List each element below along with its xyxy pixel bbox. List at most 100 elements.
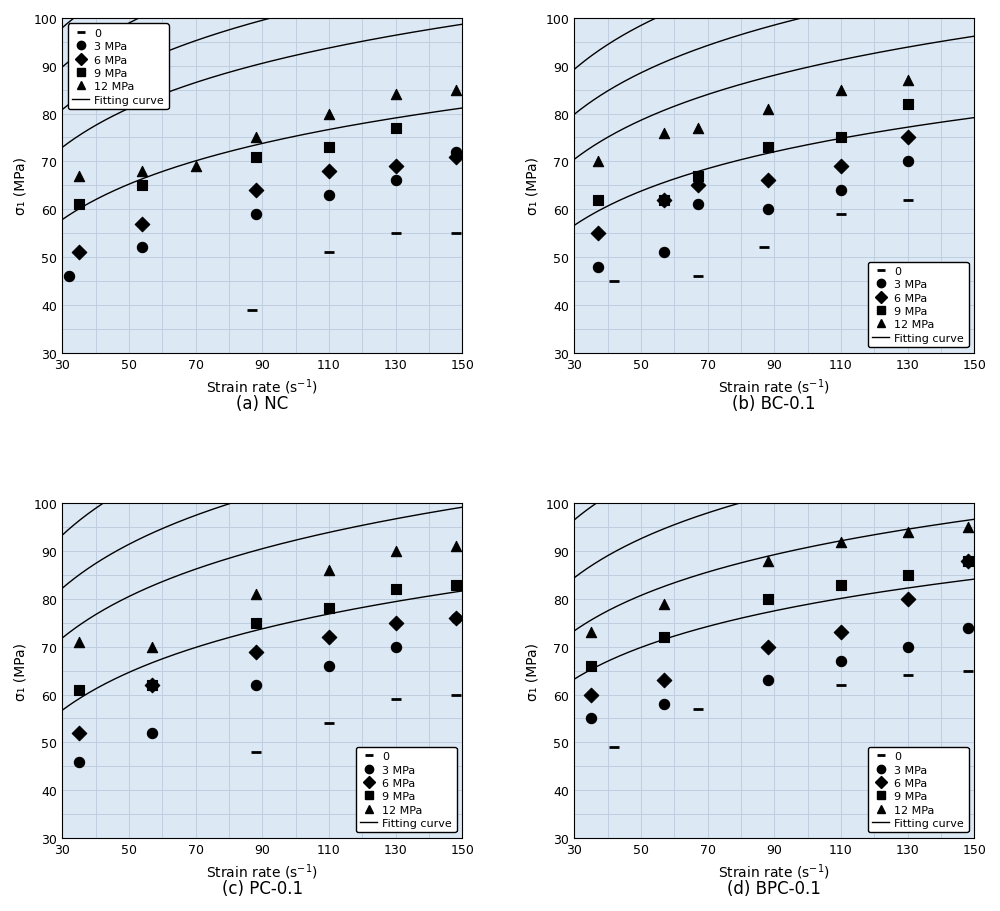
Text: (c) PC-0.1: (c) PC-0.1 <box>222 879 303 897</box>
Point <box>833 654 849 669</box>
Point <box>656 246 672 261</box>
Point <box>900 74 916 88</box>
Point <box>448 611 464 626</box>
Point <box>134 179 150 193</box>
Point <box>244 303 260 318</box>
Point <box>656 630 672 645</box>
Point <box>248 208 264 222</box>
Point <box>448 150 464 165</box>
Point <box>388 692 404 707</box>
Point <box>321 189 337 203</box>
Y-axis label: σ₁ (MPa): σ₁ (MPa) <box>526 157 540 215</box>
Point <box>900 568 916 583</box>
Point <box>900 193 916 208</box>
Point <box>760 592 776 607</box>
Point <box>321 165 337 179</box>
Point <box>388 121 404 136</box>
Point <box>248 131 264 146</box>
Point <box>960 663 976 678</box>
Point <box>656 673 672 688</box>
Legend: 0, 3 MPa, 6 MPa, 9 MPa, 12 MPa, Fitting curve: 0, 3 MPa, 6 MPa, 9 MPa, 12 MPa, Fitting … <box>68 25 169 110</box>
Point <box>690 701 706 716</box>
Point <box>833 131 849 146</box>
Point <box>448 227 464 241</box>
Point <box>900 669 916 683</box>
Point <box>134 217 150 231</box>
Point <box>188 159 204 174</box>
Point <box>321 716 337 731</box>
Point <box>248 183 264 198</box>
Point <box>144 678 160 692</box>
Point <box>144 726 160 741</box>
Point <box>321 630 337 645</box>
Point <box>833 626 849 640</box>
Point <box>900 525 916 539</box>
Point <box>900 131 916 146</box>
Point <box>833 678 849 692</box>
Point <box>71 169 87 184</box>
Point <box>71 635 87 650</box>
Point <box>388 582 404 597</box>
Point <box>144 640 160 654</box>
Point <box>656 193 672 208</box>
Point <box>248 678 264 692</box>
Point <box>248 588 264 602</box>
Point <box>448 578 464 592</box>
Point <box>583 711 599 726</box>
Point <box>690 121 706 136</box>
Point <box>134 165 150 179</box>
Point <box>690 270 706 284</box>
Point <box>248 150 264 165</box>
Point <box>833 183 849 198</box>
Point <box>321 659 337 673</box>
Point <box>388 544 404 558</box>
Point <box>960 620 976 635</box>
Point <box>388 227 404 241</box>
Point <box>448 539 464 554</box>
Point <box>144 678 160 692</box>
X-axis label: Strain rate (s$^{-1}$): Strain rate (s$^{-1}$) <box>718 862 830 881</box>
Point <box>134 241 150 255</box>
Point <box>321 601 337 616</box>
Point <box>690 169 706 184</box>
Point <box>656 193 672 208</box>
Point <box>590 155 606 169</box>
Point <box>760 673 776 688</box>
X-axis label: Strain rate (s$^{-1}$): Strain rate (s$^{-1}$) <box>206 862 318 881</box>
Point <box>583 659 599 673</box>
Point <box>590 260 606 274</box>
X-axis label: Strain rate (s$^{-1}$): Strain rate (s$^{-1}$) <box>206 376 318 396</box>
Point <box>71 246 87 261</box>
Point <box>960 554 976 568</box>
Point <box>248 644 264 659</box>
Point <box>760 174 776 189</box>
Point <box>321 563 337 578</box>
Point <box>71 754 87 769</box>
Point <box>448 688 464 702</box>
Point <box>760 554 776 568</box>
Point <box>656 697 672 711</box>
Legend: 0, 3 MPa, 6 MPa, 9 MPa, 12 MPa, Fitting curve: 0, 3 MPa, 6 MPa, 9 MPa, 12 MPa, Fitting … <box>356 747 457 833</box>
Point <box>388 88 404 103</box>
Y-axis label: σ₁ (MPa): σ₁ (MPa) <box>14 642 28 700</box>
Y-axis label: σ₁ (MPa): σ₁ (MPa) <box>526 642 540 700</box>
Point <box>71 198 87 212</box>
Point <box>606 274 622 289</box>
Point <box>388 616 404 630</box>
Point <box>756 241 772 255</box>
Legend: 0, 3 MPa, 6 MPa, 9 MPa, 12 MPa, Fitting curve: 0, 3 MPa, 6 MPa, 9 MPa, 12 MPa, Fitting … <box>868 262 969 348</box>
Point <box>388 640 404 654</box>
Point <box>760 140 776 155</box>
Point <box>760 102 776 117</box>
Point <box>656 597 672 611</box>
Point <box>321 140 337 155</box>
Point <box>960 520 976 535</box>
Point <box>583 688 599 702</box>
Point <box>248 745 264 760</box>
Point <box>71 726 87 741</box>
Point <box>960 554 976 568</box>
Point <box>448 146 464 160</box>
Point <box>321 246 337 261</box>
Point <box>690 198 706 212</box>
Point <box>833 208 849 222</box>
